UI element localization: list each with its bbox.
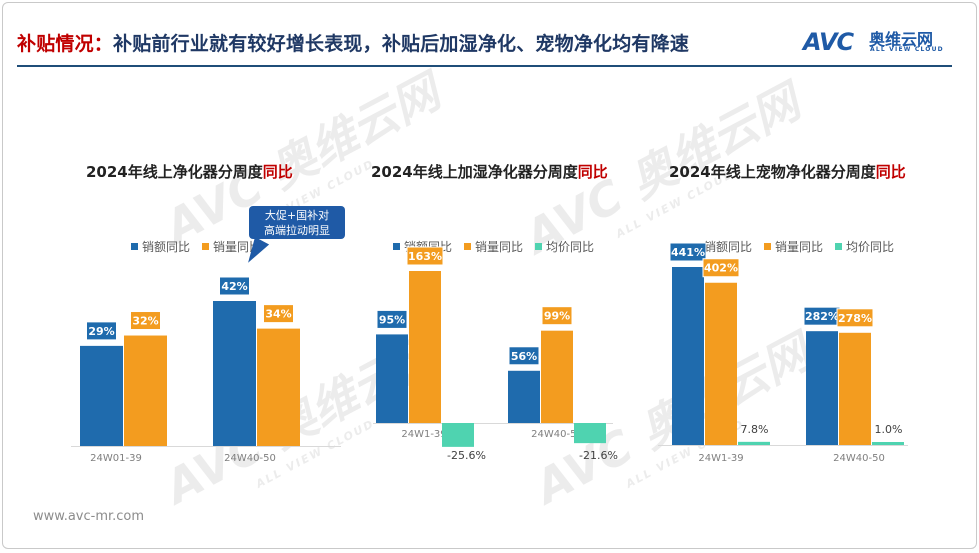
legend-label: 销额同比	[704, 240, 752, 254]
category-tick-label: 24W1-39	[401, 429, 446, 440]
data-label: 282%	[805, 310, 839, 323]
legend-swatch	[764, 243, 771, 250]
chart-title: 2024年线上加湿净化器分周度同比	[371, 163, 608, 181]
charts-canvas: 销额同比 销量同比 24W01-39 24W40-50 29% 42% 32% 34% 销额同比…	[71, 240, 908, 464]
data-label: 32%	[132, 315, 158, 328]
data-label: -21.6%	[579, 449, 618, 462]
bar	[213, 301, 256, 446]
legend-label: 销量同比	[775, 240, 823, 254]
bar	[872, 442, 904, 445]
title-lead: 补贴情况：	[17, 33, 114, 55]
chart-title: 2024年线上宠物净化器分周度同比	[669, 163, 906, 181]
data-label-box	[376, 309, 408, 329]
data-label: 1.0%	[875, 423, 903, 436]
data-label-box	[406, 246, 444, 266]
data-label-box	[541, 306, 573, 326]
data-label-box	[702, 258, 740, 278]
bar	[541, 330, 573, 423]
legend-label: 销量同比	[475, 240, 523, 254]
bar	[705, 282, 737, 445]
bar	[124, 335, 167, 446]
data-label: 163%	[408, 250, 442, 263]
page-title: 补贴情况：补贴前行业就有较好增长表现，补贴后加湿净化、宠物净化均有降速	[17, 29, 689, 56]
data-label: 42%	[221, 280, 247, 293]
data-label-box	[130, 311, 161, 331]
chart-title: 2024年线上净化器分周度同比	[86, 163, 293, 181]
data-label: 99%	[544, 310, 570, 323]
legend-swatch	[131, 243, 138, 250]
legend-swatch	[393, 243, 400, 250]
data-label: 29%	[88, 325, 114, 338]
legend-swatch	[464, 243, 471, 250]
brand-logo: AVC 奥维云网 ALL VIEW CLOUD	[803, 25, 953, 59]
data-label-box	[219, 276, 250, 296]
data-label-box	[508, 346, 540, 366]
data-label-box	[86, 321, 117, 341]
category-tick-label: 24W40-50	[224, 453, 276, 464]
bar	[508, 370, 540, 423]
data-label: 441%	[671, 246, 705, 259]
data-label-box	[836, 308, 874, 328]
callout-line: 高端拉动明显	[264, 224, 330, 237]
category-tick-label: 24W1-39	[698, 453, 743, 464]
legend-label: 销量同比	[213, 240, 261, 254]
bar	[442, 423, 474, 447]
category-tick-label: 24W40-50	[531, 429, 583, 440]
logo-en: ALL VIEW CLOUD	[870, 46, 944, 53]
legend-swatch	[202, 243, 209, 250]
data-label: 34%	[265, 308, 291, 321]
callout-box: 大促+国补对 高端拉动明显	[249, 206, 345, 239]
bar	[574, 423, 606, 444]
logo-avc: AVC	[803, 28, 854, 56]
bar	[738, 441, 770, 445]
bar	[806, 331, 838, 445]
legend-swatch	[535, 243, 542, 250]
legend-label: 均价同比	[846, 240, 894, 254]
footer-url: www.avc-mr.com	[33, 509, 145, 524]
bar	[672, 267, 704, 445]
data-label: 278%	[838, 312, 872, 325]
callout-line: 大促+国补对	[264, 209, 330, 222]
logo-cn: 奥维云网	[869, 30, 934, 49]
legend-swatch	[835, 243, 842, 250]
data-label: 56%	[511, 350, 537, 363]
bar	[80, 345, 123, 446]
bar	[257, 328, 300, 446]
data-label-box	[669, 242, 707, 262]
data-label: 402%	[704, 262, 738, 275]
data-label-box	[263, 304, 294, 324]
data-label: -25.6%	[447, 449, 486, 462]
legend-label: 均价同比	[546, 240, 594, 254]
title-text: 补贴前行业就有较好增长表现，补贴后加湿净化、宠物净化均有降速	[113, 33, 690, 55]
data-label: 95%	[379, 313, 405, 326]
bar	[376, 334, 408, 423]
data-label: 7.8%	[741, 423, 769, 436]
category-tick-label: 24W40-50	[833, 453, 885, 464]
category-tick-label: 24W01-39	[90, 453, 142, 464]
bar	[409, 271, 441, 423]
bar	[839, 332, 871, 445]
title-divider	[17, 65, 952, 67]
legend-label: 销额同比	[142, 240, 190, 254]
